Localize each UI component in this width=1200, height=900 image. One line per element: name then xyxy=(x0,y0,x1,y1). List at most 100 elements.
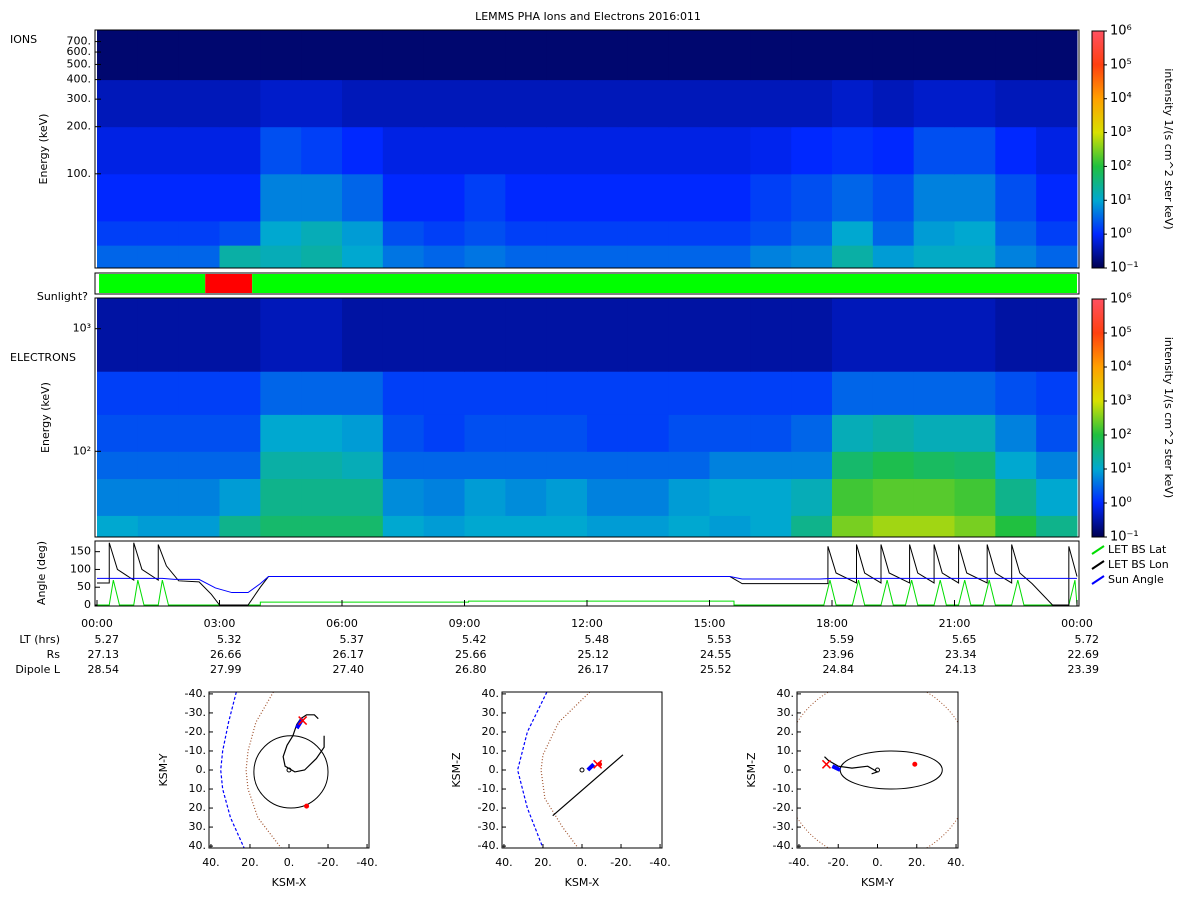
panel-frame xyxy=(94,297,1080,538)
heatmap-cell xyxy=(505,414,547,452)
x-tick-label: 15:00 xyxy=(694,617,726,630)
heatmap-cell xyxy=(627,245,670,269)
heatmap-cell xyxy=(627,79,670,128)
orbit-plot xyxy=(516,692,624,848)
heatmap-cell xyxy=(382,220,425,246)
series-line xyxy=(97,576,1077,594)
orbit-line xyxy=(220,692,245,848)
timeline-segment xyxy=(205,274,253,293)
colorbar-tick-label: 10⁻¹ xyxy=(1110,261,1139,276)
ephemeris-value: 5.72 xyxy=(1075,633,1100,646)
heatmap-cell xyxy=(913,30,955,81)
heatmap-cell xyxy=(1036,30,1078,81)
heatmap-cell xyxy=(750,220,792,246)
y-tick-label: 100 xyxy=(70,562,91,575)
heatmap-cell xyxy=(995,220,1037,246)
ephemeris-value: 5.65 xyxy=(952,633,977,646)
x-tick-label: 0. xyxy=(577,856,588,869)
heatmap-cell xyxy=(260,515,302,538)
heatmap-cell xyxy=(423,515,465,538)
y-tick-label: 500. xyxy=(67,57,92,70)
heatmap-cell xyxy=(382,173,425,222)
colorbar-tick-label: 10⁻¹ xyxy=(1110,530,1139,545)
heatmap-cell xyxy=(178,451,220,480)
heatmap-cell xyxy=(505,220,547,246)
heatmap-cell xyxy=(505,173,547,222)
heatmap-cell xyxy=(913,515,955,538)
y-axis-label: Energy (keV) xyxy=(39,382,52,453)
y-axis-label: KSM-Z xyxy=(745,752,758,788)
legend-label: LET BS Lat xyxy=(1108,543,1167,556)
heatmap-cell xyxy=(546,478,588,516)
heatmap-cell xyxy=(423,30,465,81)
marker-planet xyxy=(286,767,292,773)
heatmap-cell xyxy=(423,478,465,516)
y-tick-label: 20. xyxy=(189,801,207,814)
heatmap-cell xyxy=(546,298,588,372)
ephemeris-value: 5.32 xyxy=(217,633,242,646)
heatmap-cell xyxy=(791,298,833,372)
y-tick-label: -30. xyxy=(773,820,794,833)
heatmap-cell xyxy=(219,371,261,415)
y-tick-label: 30. xyxy=(777,706,795,719)
ephemeris-value: 23.96 xyxy=(823,648,855,661)
heatmap-cell xyxy=(872,478,915,516)
heatmap-cell xyxy=(301,220,343,246)
y-tick-label: 10² xyxy=(73,444,91,457)
ephemeris-value: 27.99 xyxy=(210,663,242,676)
ephemeris-value: 27.13 xyxy=(88,648,120,661)
heatmap-cell xyxy=(750,245,792,269)
heatmap-cell xyxy=(260,173,302,222)
heatmap-cell xyxy=(832,245,874,269)
heatmap-cell xyxy=(587,478,629,516)
heatmap-cell xyxy=(750,451,792,480)
heatmap-cell xyxy=(832,30,874,81)
heatmap-cell xyxy=(178,298,220,372)
legend-swatch xyxy=(1091,545,1105,555)
heatmap-cell xyxy=(137,126,180,175)
heatmap-cell xyxy=(505,126,547,175)
y-tick-label: -20. xyxy=(773,801,794,814)
heatmap-cell xyxy=(1036,451,1078,480)
heatmap-cell xyxy=(97,515,139,538)
heatmap-cell xyxy=(301,30,343,81)
heatmap-cell xyxy=(587,173,629,222)
orbit-plot xyxy=(220,692,329,848)
heatmap-cell xyxy=(709,414,751,452)
y-axis-label: Energy (keV) xyxy=(37,114,50,185)
heatmap-cell xyxy=(301,515,343,538)
heatmap-cell xyxy=(872,173,915,222)
y-tick-label: 300. xyxy=(67,92,92,105)
x-tick-label: 20. xyxy=(534,856,552,869)
heatmap-cell xyxy=(995,30,1037,81)
ephemeris-value: 24.84 xyxy=(823,663,855,676)
heatmap-cell xyxy=(995,173,1037,222)
heatmap-cell xyxy=(995,515,1037,538)
ephemeris-value: 26.66 xyxy=(210,648,242,661)
x-tick-label: 00:00 xyxy=(1061,617,1093,630)
ephemeris-value: 22.69 xyxy=(1068,648,1100,661)
x-tick-label: 0. xyxy=(284,856,295,869)
heatmap-cell xyxy=(750,126,792,175)
heatmap-cell xyxy=(97,220,139,246)
heatmap-cell xyxy=(97,414,139,452)
heatmap-cell xyxy=(995,371,1037,415)
timeline-segment xyxy=(97,274,100,293)
ephemeris-value: 23.34 xyxy=(945,648,977,661)
heatmap-cell xyxy=(97,478,139,516)
heatmap-cell xyxy=(791,220,833,246)
heatmap-cell xyxy=(709,515,751,538)
timeline-segment xyxy=(99,274,206,293)
y-tick-label: -20. xyxy=(478,801,499,814)
heatmap-cell xyxy=(505,245,547,269)
legend-swatch xyxy=(1091,575,1105,585)
heatmap-cell xyxy=(954,478,996,516)
heatmap-cell xyxy=(791,30,833,81)
heatmap-cell xyxy=(219,515,261,538)
heatmap-cell xyxy=(464,79,506,128)
heatmap-cell xyxy=(342,173,384,222)
panel-label: Sunlight? xyxy=(37,290,88,303)
heatmap-cell xyxy=(342,371,384,415)
heatmap-cell xyxy=(750,30,792,81)
